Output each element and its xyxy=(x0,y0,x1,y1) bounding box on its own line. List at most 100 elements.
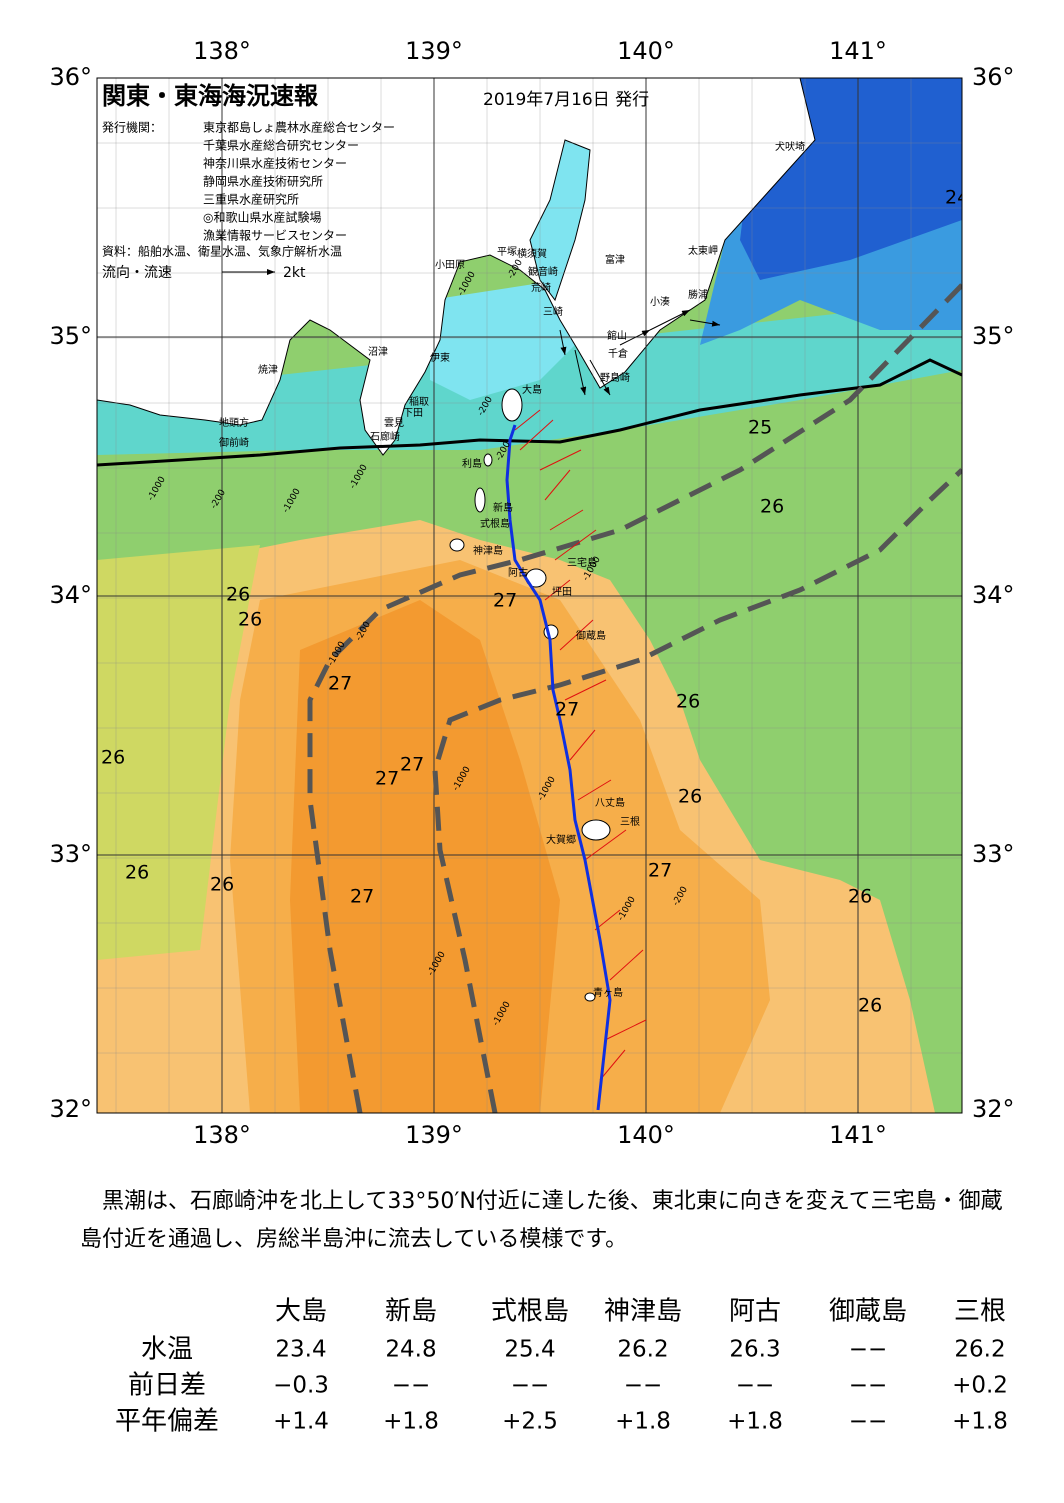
table-cell: 26.3 xyxy=(729,1337,780,1363)
temperature-label: 24 xyxy=(945,187,969,209)
table-cell: +1.8 xyxy=(727,1409,783,1435)
current-arrow xyxy=(577,779,612,801)
issuer-label: 発行機関： xyxy=(102,120,162,135)
temperature-label: 26 xyxy=(760,496,784,518)
current-arrow xyxy=(549,509,584,531)
table-cell: +0.2 xyxy=(952,1373,1008,1399)
table-cell: 26.2 xyxy=(617,1337,668,1363)
current-arrow xyxy=(559,619,594,651)
temperature-label: 25 xyxy=(748,417,772,439)
place-name: 沼津 xyxy=(368,345,388,358)
table-cell: −− xyxy=(849,1373,888,1399)
lat-label: 34° xyxy=(49,581,92,609)
legend-label: 流向・流速 xyxy=(102,265,172,281)
current-arrow xyxy=(554,529,597,561)
temperature-label: 27 xyxy=(555,699,579,721)
grid xyxy=(97,78,962,1113)
place-name: 三崎 xyxy=(543,305,563,318)
lon-label: 140° xyxy=(617,1121,675,1149)
mean-path-line xyxy=(307,283,962,1113)
lon-label: 139° xyxy=(405,37,463,65)
lon-label: 140° xyxy=(617,37,675,65)
place-name: 御蔵島 xyxy=(576,629,606,642)
current-arrow xyxy=(544,469,571,501)
kuroshio-axis xyxy=(505,424,612,1111)
place-name: 平塚 xyxy=(497,246,517,258)
place-name: 三宅島 xyxy=(567,556,597,569)
temperature-label: 26 xyxy=(238,609,262,631)
table-cell: 24.8 xyxy=(385,1337,436,1363)
table-cell: +1.8 xyxy=(952,1409,1008,1435)
table-cell: −− xyxy=(849,1409,888,1435)
source: 資料：船舶水温、衛星水温、気象庁解析水温 xyxy=(102,244,342,259)
sea-lightcyan xyxy=(430,280,580,400)
mean-path-line xyxy=(432,468,962,1113)
place-name: 八丈島 xyxy=(595,796,625,809)
lon-label: 139° xyxy=(405,1121,463,1149)
issuer: 神奈川県水産技術センター xyxy=(203,156,347,171)
table-cell: −0.3 xyxy=(273,1373,329,1399)
island xyxy=(501,388,523,422)
place-name: 阿古 xyxy=(508,566,528,579)
place-name: 横須賀 xyxy=(517,247,547,260)
table-header: 神津島 xyxy=(604,1297,682,1327)
current-arrow xyxy=(599,1049,626,1081)
table-header: 三根 xyxy=(954,1297,1006,1327)
current-arrow xyxy=(514,409,541,431)
row-label: 水温 xyxy=(141,1335,193,1365)
place-name: 青ヶ島 xyxy=(593,986,623,999)
current-arrow xyxy=(544,579,571,601)
temperature-label: 27 xyxy=(400,754,424,776)
current-arrow xyxy=(564,679,607,701)
place-name: 小湊 xyxy=(650,295,670,308)
legend-speed: 2kt xyxy=(283,265,306,281)
current-arrow xyxy=(519,419,554,451)
current-arrow xyxy=(559,329,567,356)
place-name: 石廊崎 xyxy=(370,430,400,443)
place-name: 太東岬 xyxy=(688,244,718,257)
place-name: 利島 xyxy=(462,457,482,470)
lon-label: 141° xyxy=(829,1121,887,1149)
place-name: 大島 xyxy=(522,383,542,396)
issuer: 三重県水産研究所 xyxy=(203,192,299,207)
summary: 黒潮は、石廊崎沖を北上して33°50′N付近に達した後、東北東に向きを変えて三宅… xyxy=(80,1189,1003,1252)
lon-label: 141° xyxy=(829,37,887,65)
current-arrow xyxy=(569,729,596,761)
island xyxy=(584,992,596,1002)
issuer: 静岡県水産技術研究所 xyxy=(203,174,323,189)
current-arrow xyxy=(689,319,721,327)
date: 2019年7月16日 発行 xyxy=(483,90,649,110)
temperature-label: 26 xyxy=(848,886,872,908)
place-name: 千倉 xyxy=(608,347,628,360)
lat-label: 34° xyxy=(972,581,1015,609)
temperature-label: 27 xyxy=(375,768,399,790)
table-cell: 26.2 xyxy=(954,1337,1005,1363)
lat-label: 33° xyxy=(49,840,92,868)
lon-label: 138° xyxy=(193,1121,251,1149)
lon-label: 138° xyxy=(193,37,251,65)
land xyxy=(97,78,816,456)
row-label: 前日差 xyxy=(128,1371,206,1401)
map-frame xyxy=(96,77,963,1114)
island xyxy=(483,453,493,467)
place-name: 館山 xyxy=(607,329,627,342)
lat-label: 36° xyxy=(972,63,1015,91)
temperature-label: 26 xyxy=(858,995,882,1017)
place-name: 犬吠埼 xyxy=(775,140,805,153)
place-name: 神津島 xyxy=(473,544,503,557)
current-arrow xyxy=(594,909,621,931)
temperature-label: 26 xyxy=(101,747,125,769)
table-cell: −− xyxy=(624,1373,663,1399)
table-cell: +2.5 xyxy=(502,1409,558,1435)
table-header: 阿古 xyxy=(729,1297,781,1327)
place-name: 大賀郷 xyxy=(546,833,576,846)
temperature-label: 26 xyxy=(210,874,234,896)
current-arrow xyxy=(539,449,582,471)
place-name: 小田原 xyxy=(435,259,465,271)
current-arrow xyxy=(604,1019,647,1041)
place-name: 観音崎 xyxy=(528,265,558,278)
title: 関東・東海海況速報 xyxy=(102,82,319,110)
